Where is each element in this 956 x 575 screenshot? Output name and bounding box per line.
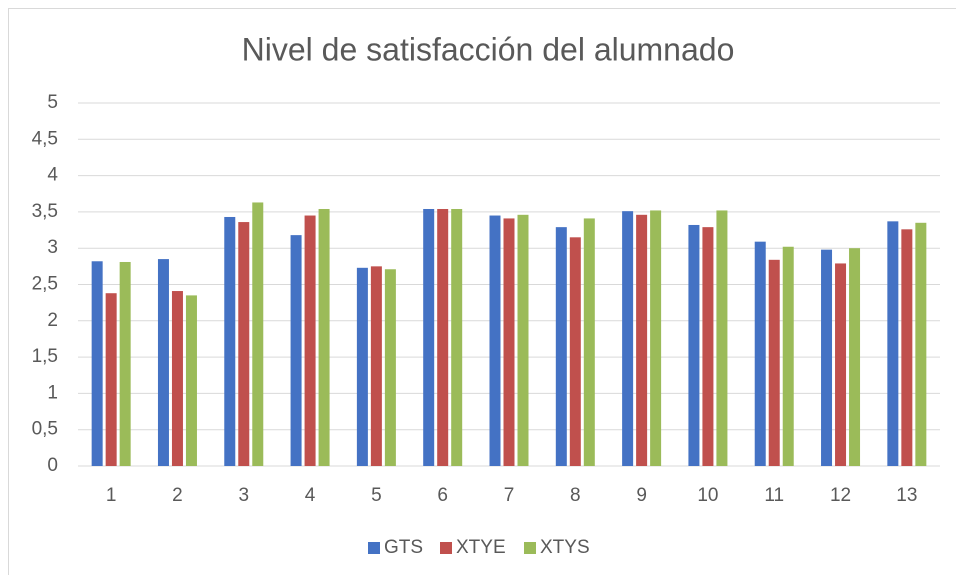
bar [304, 215, 316, 466]
bar [622, 211, 634, 466]
bar [503, 218, 515, 466]
bar [915, 222, 927, 466]
x-tick-label: 3 [238, 485, 249, 506]
y-tick-label: 4,5 [32, 128, 58, 149]
bar [702, 227, 714, 466]
y-tick-label: 0 [47, 455, 58, 476]
bar [171, 291, 183, 466]
bar [569, 237, 581, 466]
chart-title: Nivel de satisfacción del alumnado [242, 31, 735, 67]
legend-swatch [440, 542, 452, 554]
x-tick-label: 9 [636, 485, 647, 506]
bar [583, 218, 595, 466]
bar [688, 224, 700, 466]
bar [238, 222, 250, 466]
legend-swatch [368, 542, 380, 554]
y-tick-label: 2 [47, 310, 58, 331]
bar [119, 261, 131, 466]
bar [370, 266, 382, 466]
legend-label: XTYS [540, 537, 590, 558]
bar [318, 208, 330, 466]
bar [636, 214, 648, 466]
bar [105, 293, 117, 466]
bar [185, 295, 197, 466]
x-tick-label: 11 [764, 485, 784, 506]
x-tick-label: 13 [896, 485, 917, 506]
x-tick-label: 5 [371, 485, 382, 506]
y-tick-label: 4 [47, 165, 58, 186]
legend-label: XTYE [456, 537, 506, 558]
x-tick-label: 7 [504, 485, 515, 506]
chart-frame [8, 8, 956, 575]
bar [768, 259, 780, 466]
y-tick-label: 5 [47, 92, 58, 113]
bar [423, 208, 435, 466]
bar [650, 210, 662, 466]
bar [91, 261, 103, 466]
bar [252, 202, 264, 466]
y-tick-label: 0,5 [32, 419, 58, 440]
x-tick-label: 10 [697, 485, 718, 506]
x-tick-label: 8 [570, 485, 581, 506]
bar [716, 210, 728, 466]
bar [384, 269, 396, 466]
bar [555, 227, 567, 466]
x-tick-label: 1 [106, 485, 117, 506]
bar [835, 263, 847, 466]
bar [451, 208, 463, 466]
bar [356, 267, 368, 466]
y-tick-label: 3 [47, 237, 58, 258]
y-tick-label: 3,5 [32, 201, 58, 222]
bar [821, 249, 833, 466]
y-tick-label: 1,5 [32, 346, 58, 367]
bar [290, 235, 302, 466]
bar [782, 246, 794, 466]
bar [517, 214, 529, 466]
bar [754, 241, 766, 466]
x-tick-label: 2 [172, 485, 183, 506]
bar [887, 221, 899, 466]
bar [849, 248, 861, 466]
bar [157, 259, 169, 466]
bar [901, 229, 913, 466]
bar [489, 215, 501, 466]
y-tick-label: 1 [47, 382, 58, 403]
bar [224, 216, 236, 466]
x-tick-label: 12 [830, 485, 851, 506]
y-tick-label: 2,5 [32, 274, 58, 295]
legend-label: GTS [384, 537, 423, 558]
bar [437, 208, 449, 466]
x-tick-label: 6 [437, 485, 448, 506]
x-tick-label: 4 [305, 485, 316, 506]
legend-swatch [524, 542, 536, 554]
